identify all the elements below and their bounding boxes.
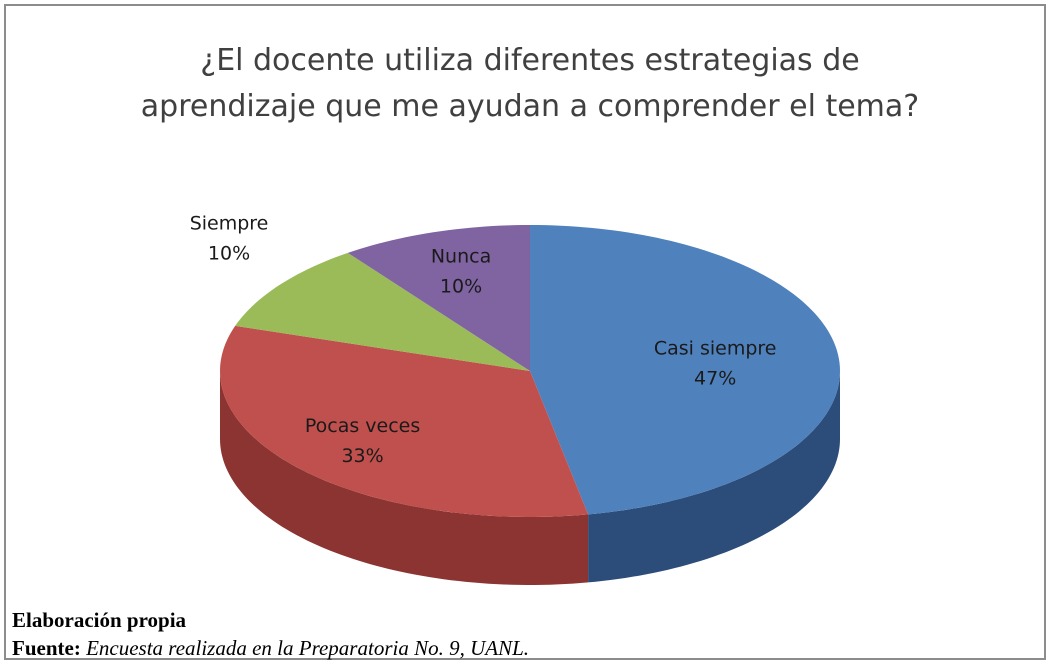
chart-frame xyxy=(4,4,1046,660)
slice-label: Casi siempre xyxy=(654,337,777,359)
slice-value-label: 10% xyxy=(208,243,250,265)
slice-label: Siempre xyxy=(190,213,269,235)
source: Encuesta realizada en la Preparatoria No… xyxy=(86,636,530,660)
slice xyxy=(235,252,531,371)
slice-side xyxy=(588,371,840,583)
slice-value-label: 10% xyxy=(440,276,482,298)
slice-label: Nunca xyxy=(431,246,491,268)
slice xyxy=(220,325,589,517)
slice xyxy=(530,225,840,515)
chart-title: ¿El docente utiliza diferentes estrategi… xyxy=(140,43,920,124)
slice-label: Pocas veces xyxy=(305,415,420,437)
slice xyxy=(347,225,530,371)
note: Elaboración propia xyxy=(12,608,187,632)
source-line: Fuente: Encuesta realizada en la Prepara… xyxy=(12,636,529,661)
slice-side xyxy=(220,371,589,585)
source-label: Fuente: xyxy=(12,636,81,660)
slice-value-label: 33% xyxy=(341,445,383,467)
slice-value-label: 47% xyxy=(694,367,736,389)
